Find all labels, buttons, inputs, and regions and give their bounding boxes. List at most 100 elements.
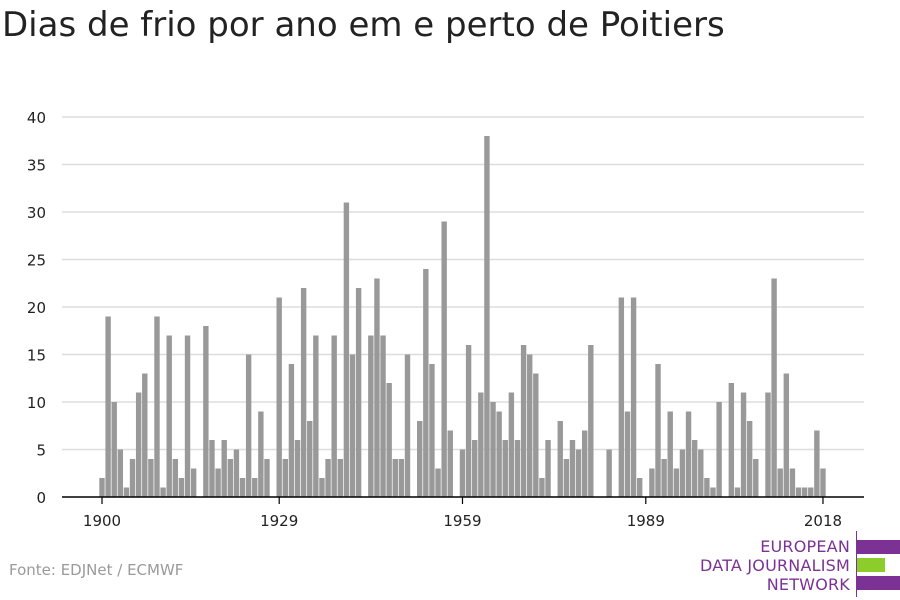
bar	[227, 459, 234, 497]
bar	[184, 335, 191, 497]
edjnet-logo[interactable]: EUROPEAN DATA JOURNALISM NETWORK	[700, 531, 900, 597]
source-credit: Fonte: EDJNet / ECMWF	[9, 561, 184, 579]
y-tick-label: 5	[36, 442, 46, 460]
bar	[154, 316, 160, 497]
bar	[349, 354, 356, 497]
bar	[368, 335, 374, 497]
logo-bar-green	[857, 558, 885, 572]
x-tick-label: 1989	[627, 512, 665, 530]
bar	[441, 221, 447, 497]
logo-line-2: DATA JOURNALISM	[700, 556, 850, 575]
bar	[331, 335, 337, 497]
bar	[417, 421, 423, 497]
gridlines	[62, 116, 864, 451]
bar	[588, 345, 594, 497]
y-tick-labels: 0 5 10 15 20 25 30 35 40	[27, 109, 46, 507]
logo-line-1: EUROPEAN	[760, 537, 850, 556]
bar	[655, 364, 661, 497]
bar	[539, 478, 545, 497]
bar	[575, 449, 582, 497]
bar	[117, 449, 124, 497]
bar	[484, 136, 490, 497]
bar	[746, 421, 753, 497]
bar	[557, 421, 563, 497]
bar	[624, 411, 631, 497]
bar	[636, 478, 643, 497]
bar	[716, 402, 722, 497]
bar	[801, 487, 808, 497]
x-tick-label: 1959	[443, 512, 481, 530]
logo-divider	[856, 531, 857, 597]
bar	[148, 459, 154, 497]
bars	[99, 136, 826, 497]
bar	[698, 449, 704, 497]
bar	[490, 402, 496, 497]
bar	[380, 335, 386, 497]
y-tick-label: 15	[27, 347, 46, 365]
bar	[765, 392, 771, 497]
bar	[777, 468, 783, 497]
bar	[679, 449, 686, 497]
bar	[649, 468, 655, 497]
bar	[135, 392, 142, 497]
bar	[233, 449, 240, 497]
bar	[215, 468, 221, 497]
bar	[282, 459, 288, 497]
bar	[691, 440, 698, 497]
y-tick-label: 30	[27, 204, 46, 222]
bar	[221, 440, 227, 497]
bar	[814, 430, 820, 497]
bar	[337, 459, 343, 497]
bar	[667, 411, 673, 497]
bar	[710, 487, 716, 497]
bar	[129, 459, 136, 497]
y-tick-label: 35	[27, 157, 46, 175]
bar	[502, 440, 508, 497]
y-tick-label: 10	[27, 394, 46, 412]
bar-chart: 0 5 10 15 20 25 30 35 40 1900 1929 1959 1989 2018	[27, 109, 864, 530]
bar	[288, 364, 295, 497]
bar	[704, 478, 710, 497]
bar	[99, 478, 105, 497]
bar	[209, 440, 215, 497]
bar	[264, 459, 270, 497]
bar	[581, 430, 588, 497]
bar	[533, 373, 539, 497]
bar	[661, 459, 667, 497]
bar	[808, 487, 814, 497]
bar	[307, 421, 313, 497]
x-tick-label: 1900	[83, 512, 121, 530]
bar	[740, 392, 747, 497]
bar	[508, 392, 515, 497]
bar	[630, 297, 637, 497]
x-tick-label: 2018	[804, 512, 842, 530]
bar	[514, 440, 521, 497]
bar	[294, 440, 301, 497]
y-tick-label: 25	[27, 252, 46, 270]
bar	[569, 440, 576, 497]
bar	[545, 440, 551, 497]
bar	[820, 468, 826, 497]
bar	[563, 459, 570, 497]
bar	[374, 278, 380, 497]
bar	[429, 364, 435, 497]
bar	[496, 411, 502, 497]
bar	[276, 297, 282, 497]
bar	[459, 449, 466, 497]
bar	[447, 430, 453, 497]
bar	[142, 373, 148, 497]
x-tick-label: 1929	[260, 512, 298, 530]
bar	[386, 383, 392, 497]
bar	[520, 345, 527, 497]
bar	[111, 402, 117, 497]
bar	[728, 383, 735, 497]
bar	[472, 440, 478, 497]
bar	[673, 468, 680, 497]
bar	[123, 487, 130, 497]
bar	[258, 411, 264, 497]
bar	[606, 449, 612, 497]
bar	[789, 468, 796, 497]
bar	[319, 478, 325, 497]
bar	[783, 373, 790, 497]
x-ticks: 1900 1929 1959 1989 2018	[83, 497, 842, 530]
